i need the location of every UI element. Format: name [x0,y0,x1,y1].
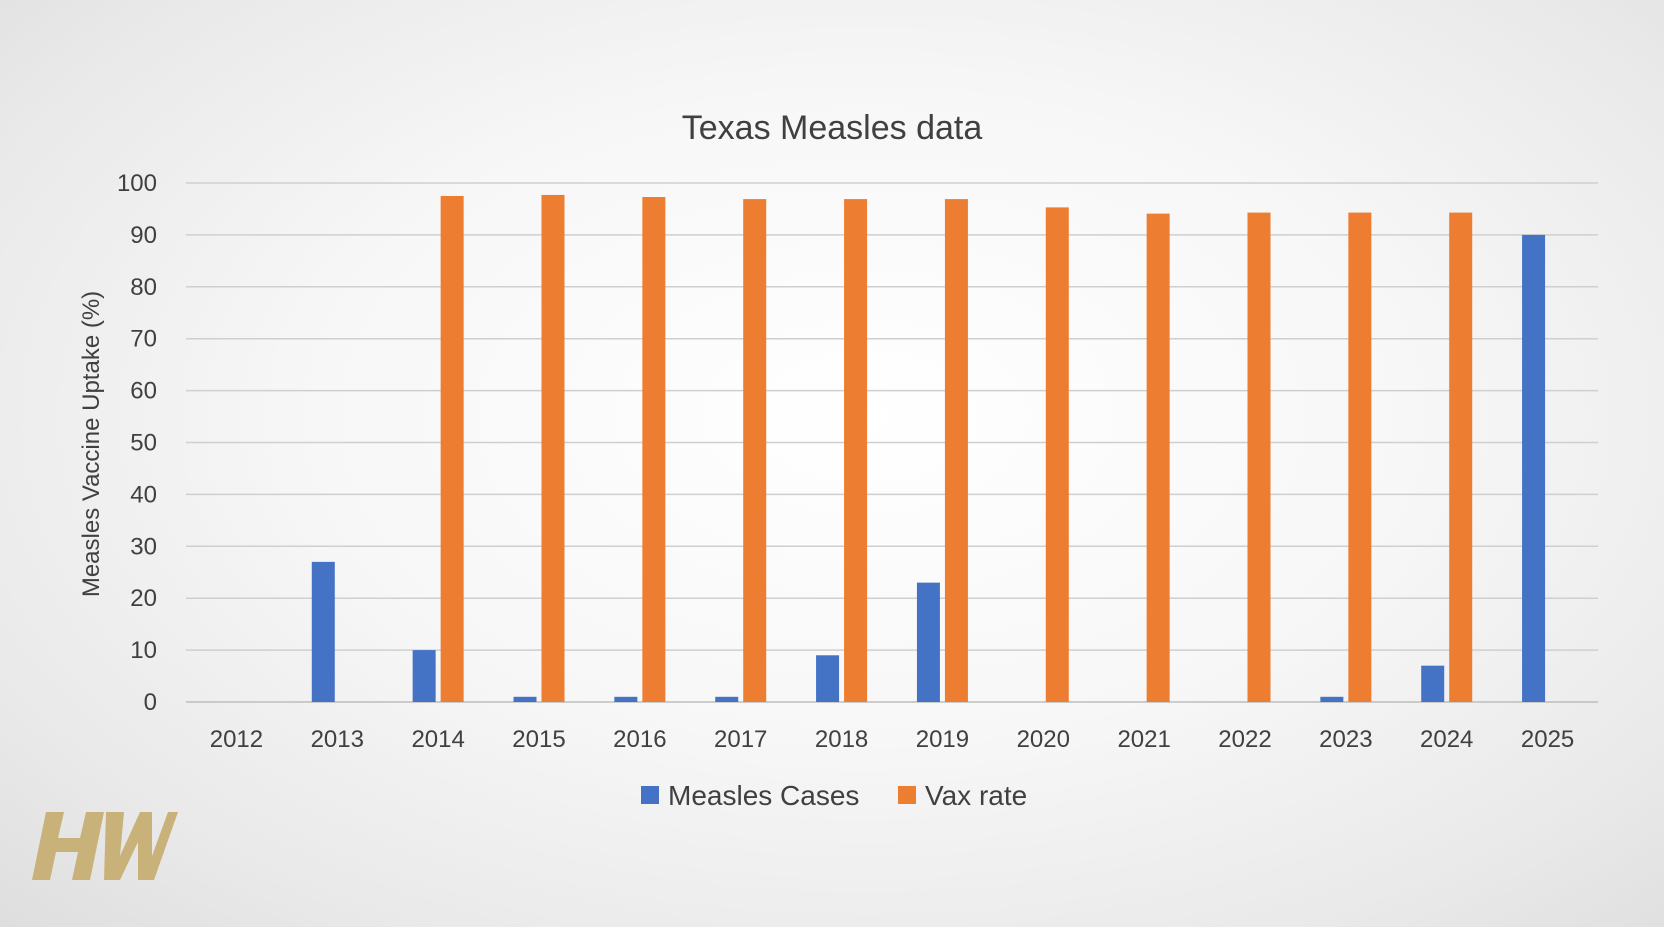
bar-vax-rate-2024 [1449,212,1473,702]
y-tick-label: 50 [130,430,157,457]
y-tick-label: 90 [130,222,157,249]
x-tick-label: 2019 [916,726,969,753]
bar-measles-cases-2025 [1522,234,1546,702]
gridlines [186,182,1598,703]
x-tick-label: 2014 [411,726,464,753]
x-tick-label: 2024 [1420,726,1473,753]
bar-measles-cases-2016 [614,696,638,702]
x-tick-label: 2017 [714,726,767,753]
chart-title: Texas Measles data [682,109,983,147]
x-axis-ticks: 2012 2013 2014 2015 2016 2017 2018 2019 2020 2021… [210,726,1575,753]
bar-measles-cases-2019 [916,582,940,702]
bar-measles-cases-2023 [1320,696,1344,702]
x-tick-label: 2018 [815,726,868,753]
hw-logo-glyph [32,812,178,880]
y-tick-label: 60 [130,378,157,405]
bar-measles-cases-2018 [816,655,840,702]
x-tick-label: 2022 [1218,726,1271,753]
bar-measles-cases-2014 [412,650,436,702]
bar-vax-rate-2021 [1146,213,1170,702]
y-tick-label: 10 [130,637,157,664]
y-tick-label: 30 [130,533,157,560]
y-tick-label: 70 [130,326,157,353]
legend-swatch [641,786,659,804]
bar-vax-rate-2014 [440,195,464,702]
y-tick-label: 0 [144,689,157,716]
y-tick-label: 100 [117,170,157,197]
bar-vax-rate-2019 [944,199,968,703]
bar-vax-rate-2015 [541,194,565,702]
hw-logo [32,812,178,880]
bar-vax-rate-2022 [1247,212,1271,702]
x-tick-label: 2021 [1117,726,1170,753]
x-tick-label: 2015 [512,726,565,753]
x-tick-label: 2020 [1017,726,1070,753]
legend: Measles Cases Vax rate [641,780,1027,811]
y-tick-label: 80 [130,274,157,301]
x-tick-label: 2013 [311,726,364,753]
y-tick-label: 20 [130,585,157,612]
legend-label: Measles Cases [668,780,859,811]
bar-measles-cases-2013 [311,561,335,702]
y-axis-ticks: 0 10 20 30 40 50 60 70 80 90 100 [117,170,157,716]
bar-vax-rate-2017 [743,199,767,703]
legend-swatch [898,786,916,804]
y-tick-label: 40 [130,481,157,508]
bar-measles-cases-2017 [715,696,739,702]
bar-measles-cases-2024 [1421,665,1445,702]
legend-label: Vax rate [925,780,1027,811]
x-tick-label: 2023 [1319,726,1372,753]
bar-vax-rate-2016 [642,197,666,702]
bars [311,194,1546,703]
bar-vax-rate-2020 [1045,207,1069,702]
x-tick-label: 2012 [210,726,263,753]
y-axis-label: Measles Vaccine Uptake (%) [78,291,105,597]
bar-vax-rate-2023 [1348,212,1372,702]
bar-measles-cases-2015 [513,696,537,702]
bar-vax-rate-2018 [844,199,868,703]
x-tick-label: 2016 [613,726,666,753]
x-tick-label: 2025 [1521,726,1574,753]
